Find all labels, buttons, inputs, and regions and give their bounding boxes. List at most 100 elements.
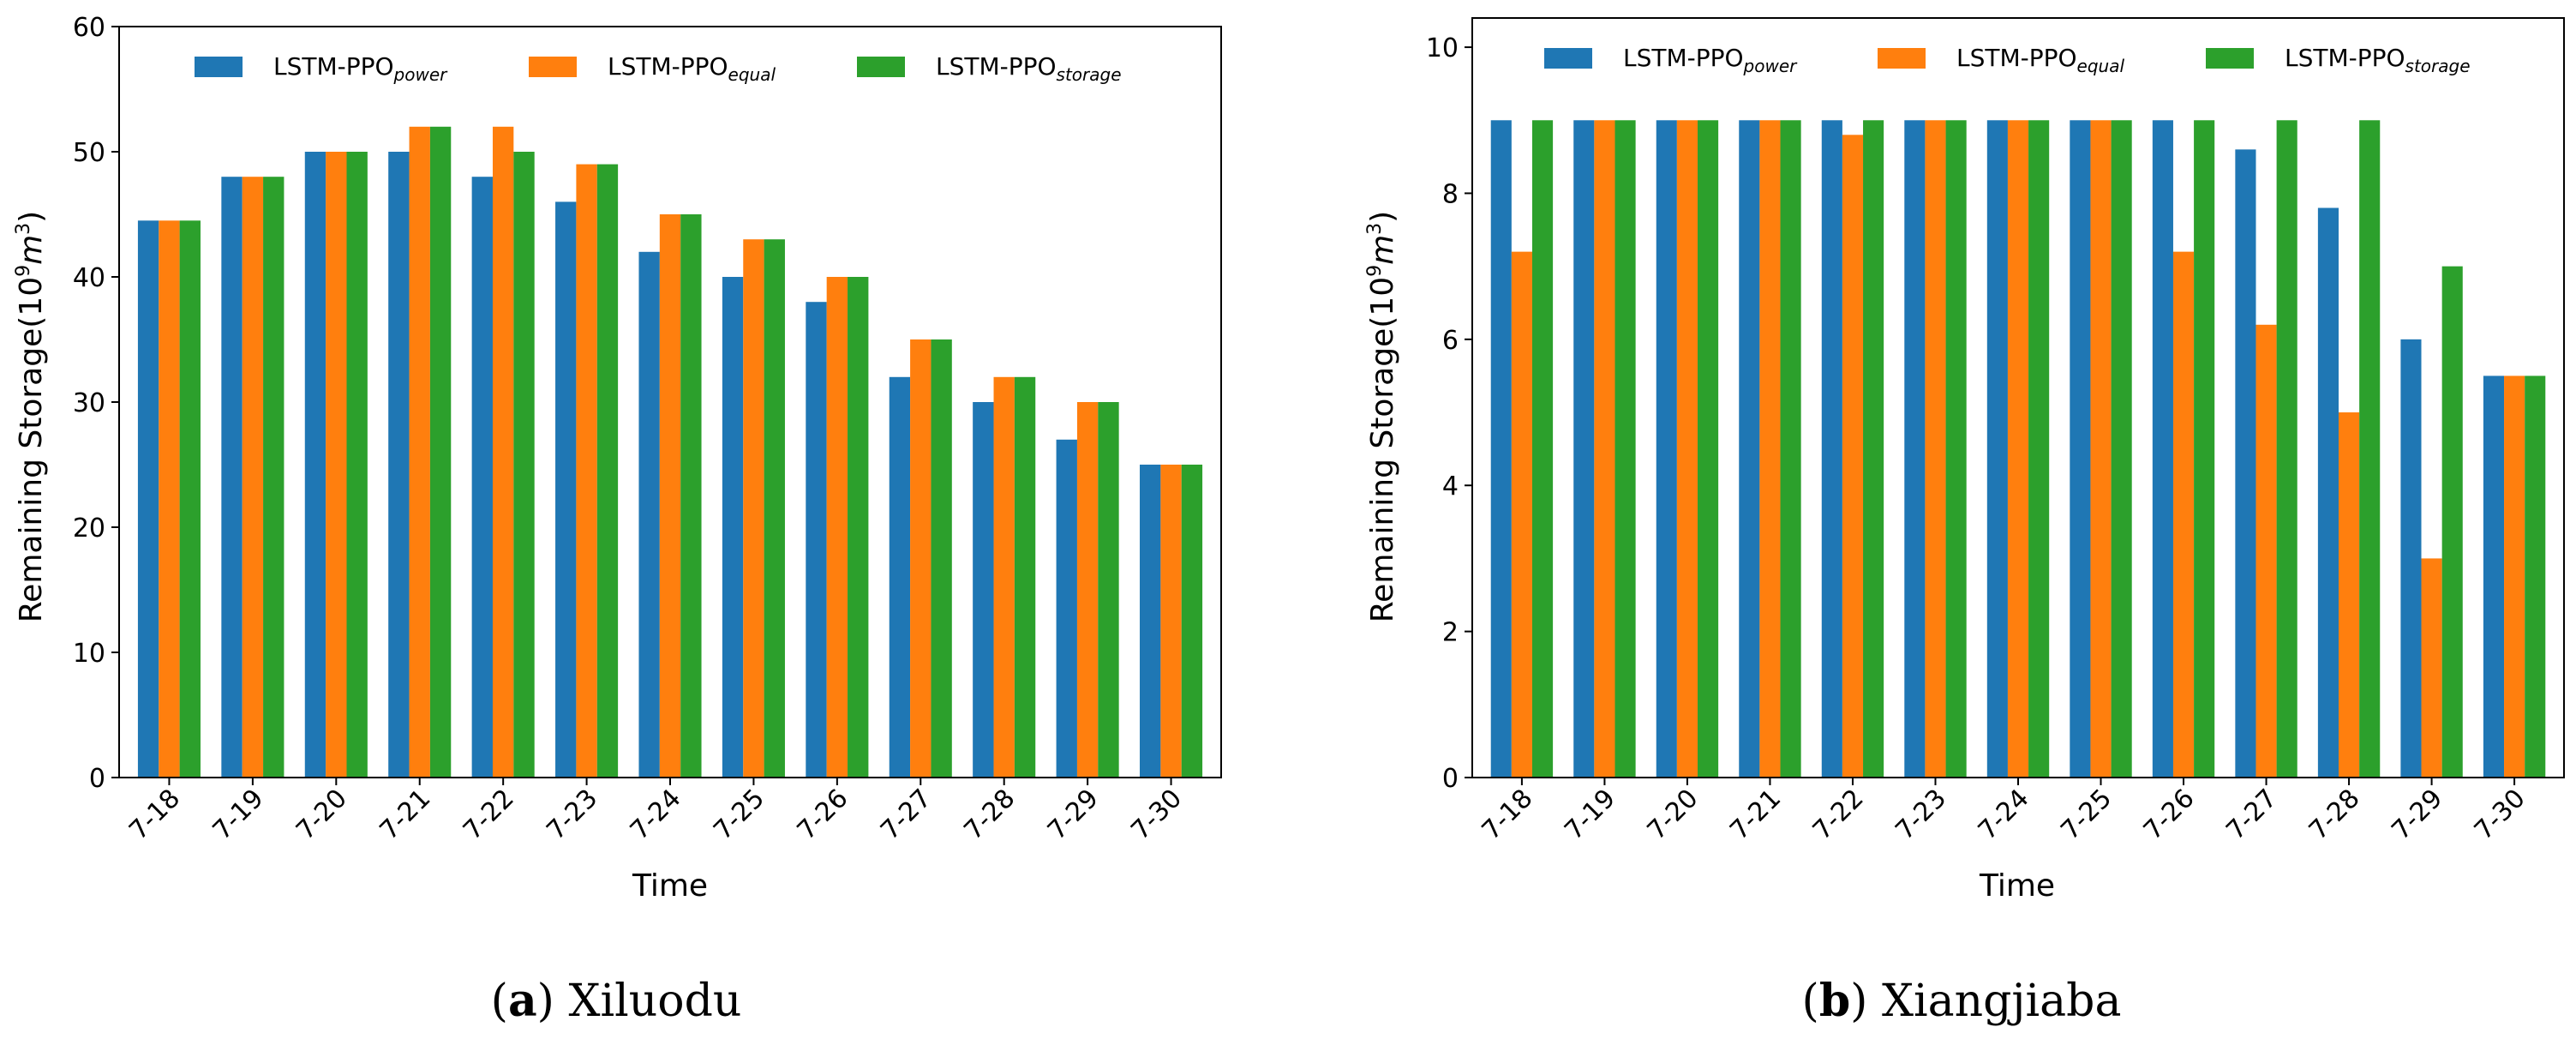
y-tick-label: 0 [89, 764, 105, 794]
legend: LSTM-PPOpower LSTM-PPOequal LSTM-PPOstorag… [195, 52, 1122, 85]
x-tick-label: 7-21 [374, 784, 436, 846]
bars-group [137, 126, 1203, 778]
x-tick-label: 7-26 [2138, 784, 2201, 846]
bar-storage-7-19 [263, 177, 285, 778]
x-tick-label: 7-23 [1890, 784, 1952, 846]
bar-power-7-27 [2235, 149, 2256, 778]
x-tick-label: 7-20 [291, 784, 353, 846]
y-axis-label: Remaining Storage(109m3) [13, 211, 49, 622]
x-tick-label: 7-27 [875, 784, 938, 846]
bar-equal-7-25 [2090, 120, 2112, 778]
bar-equal-7-29 [2421, 558, 2442, 778]
y-tick-label: 8 [1442, 179, 1459, 209]
bar-power-7-28 [973, 402, 994, 778]
legend-swatch-equal [529, 57, 577, 77]
x-axis-label: Time [1979, 868, 2055, 904]
bar-power-7-30 [1140, 465, 1161, 778]
bar-equal-7-24 [659, 214, 681, 778]
bar-power-7-25 [2070, 120, 2091, 778]
bar-storage-7-22 [1863, 120, 1884, 778]
x-tick-label: 7-21 [1724, 784, 1787, 846]
bar-storage-7-30 [1181, 465, 1203, 778]
bar-storage-7-25 [2111, 120, 2132, 778]
bar-power-7-27 [889, 376, 911, 778]
bar-storage-7-23 [596, 164, 619, 778]
x-tick-label: 7-30 [1125, 784, 1188, 846]
x-tick-label: 7-23 [541, 784, 603, 846]
x-tick-label: 7-19 [1559, 784, 1621, 846]
legend: LSTM-PPOpower LSTM-PPOequal LSTM-PPOstorag… [1544, 44, 2471, 76]
bar-storage-7-18 [179, 220, 201, 778]
bar-storage-7-21 [1780, 120, 1801, 778]
bar-equal-7-22 [1842, 135, 1864, 778]
bar-storage-7-24 [680, 214, 702, 778]
bar-storage-7-20 [1698, 120, 1719, 778]
x-tick-label: 7-18 [123, 784, 186, 846]
x-tick-label: 7-27 [2220, 784, 2283, 846]
x-tick-label: 7-20 [1642, 784, 1704, 846]
legend-label-storage: LSTM-PPOstorage [2285, 44, 2471, 76]
x-tick-label: 7-24 [1973, 784, 2035, 846]
bar-storage-7-25 [764, 239, 785, 778]
x-tick-label: 7-29 [1042, 784, 1105, 846]
legend-swatch-power [195, 57, 243, 77]
bar-equal-7-25 [743, 239, 764, 778]
bar-power-7-30 [2483, 375, 2505, 778]
legend-label-equal: LSTM-PPOequal [608, 52, 776, 85]
bar-storage-7-23 [1945, 120, 1967, 778]
bar-storage-7-20 [346, 152, 368, 778]
bar-storage-7-27 [931, 339, 952, 778]
bar-power-7-19 [221, 177, 243, 778]
x-tick-label: 7-22 [1807, 784, 1870, 846]
bar-power-7-26 [2152, 120, 2173, 778]
bar-equal-7-18 [1511, 251, 1532, 778]
y-tick-label: 20 [73, 513, 105, 544]
y-tick-label: 0 [1442, 764, 1459, 794]
chart-panel-xiangjiaba: 0 2 4 6 8 10 7-18 7-19 7-20 7-21 7-22 7-23 7-24 7-25 7… [1364, 17, 2565, 1027]
x-tick-label: 7-24 [625, 784, 687, 846]
x-axis-label: Time [632, 868, 708, 904]
bar-power-7-24 [1986, 120, 2008, 778]
y-tick-label: 2 [1442, 618, 1459, 648]
bar-storage-7-29 [1098, 402, 1119, 778]
y-tick-label: 40 [73, 263, 105, 293]
bar-power-7-22 [471, 177, 493, 778]
y-tick-label: 4 [1442, 471, 1459, 501]
x-tick-label: 7-19 [207, 784, 270, 846]
bar-equal-7-27 [910, 339, 932, 778]
axes-frame [118, 26, 1222, 778]
bar-power-7-22 [1821, 120, 1842, 778]
y-axis-label: Remaining Storage(109m3) [1364, 211, 1400, 622]
x-tick-label: 7-18 [1477, 784, 1539, 846]
bar-storage-7-27 [2276, 120, 2297, 778]
bar-power-7-23 [1904, 120, 1926, 778]
bar-storage-7-24 [2028, 120, 2050, 778]
panel-caption: (b) Xiangjiaba [1802, 975, 2122, 1027]
bars-group [1490, 120, 2546, 778]
bar-storage-7-18 [1531, 120, 1554, 778]
bar-power-7-21 [388, 152, 410, 778]
x-tick-label: 7-25 [708, 784, 770, 846]
bar-storage-7-21 [429, 126, 452, 778]
x-tick-label: 7-26 [792, 784, 854, 846]
bar-storage-7-30 [2525, 375, 2546, 778]
y-tick-label: 10 [73, 639, 105, 669]
legend-swatch-storage [857, 57, 905, 77]
bar-equal-7-21 [409, 126, 430, 778]
x-tick-label: 7-30 [2469, 784, 2531, 846]
bar-power-7-21 [1739, 120, 1760, 778]
bar-equal-7-23 [576, 164, 597, 778]
y-tick-label: 60 [73, 13, 105, 43]
bar-equal-7-19 [1594, 120, 1615, 778]
bar-equal-7-18 [159, 220, 180, 778]
x-tick-label: 7-25 [2055, 784, 2118, 846]
bar-power-7-23 [555, 201, 577, 778]
chart-panel-xiluodu: 0 10 20 30 40 50 60 7-18 7-19 7-20 7-21 7-22 7-23 7-2… [13, 13, 1222, 1027]
panel-caption: (a) Xiluodu [491, 975, 742, 1027]
bar-equal-7-27 [2255, 324, 2277, 778]
bar-equal-7-30 [2504, 375, 2525, 778]
legend-swatch-equal [1878, 48, 1926, 69]
bar-power-7-24 [638, 251, 660, 778]
bar-power-7-20 [1656, 120, 1677, 778]
